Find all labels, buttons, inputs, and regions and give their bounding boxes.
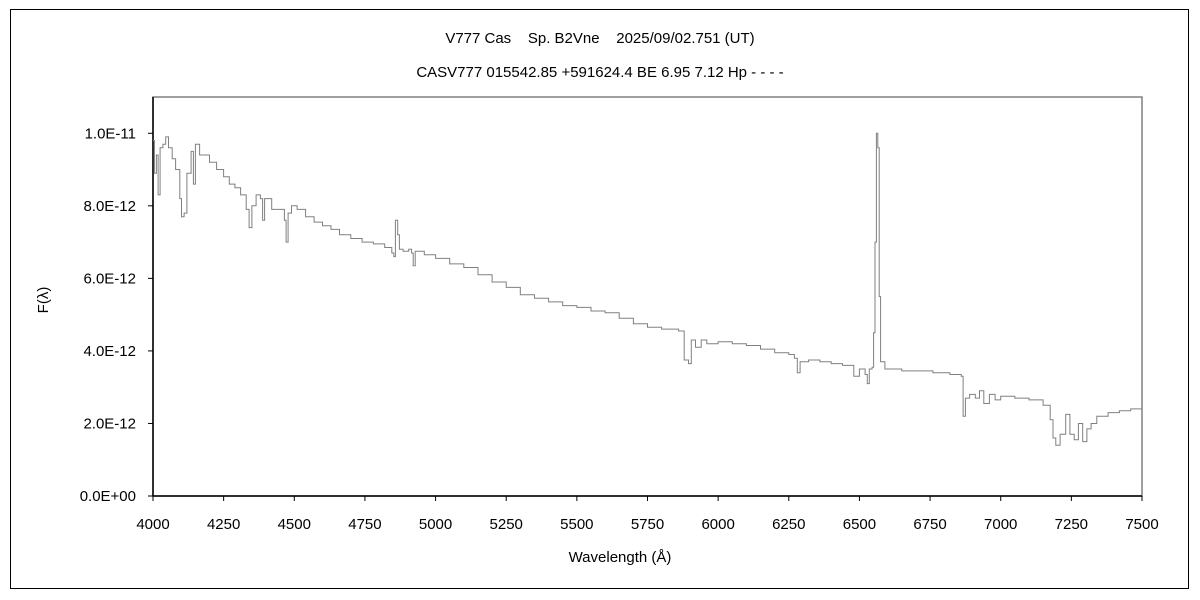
x-tick-label: 4500 <box>278 516 311 533</box>
x-tick-label: 5250 <box>490 516 523 533</box>
spectrum-line <box>153 132 1143 446</box>
x-tick-label: 4000 <box>136 516 169 533</box>
x-tick-label: 5500 <box>560 516 593 533</box>
y-tick-label: 6.0E-12 <box>83 270 136 287</box>
x-tick-label: 7250 <box>1055 516 1088 533</box>
x-tick-label: 5000 <box>419 516 452 533</box>
x-tick-label: 7000 <box>984 516 1017 533</box>
y-tick-label: 1.0E-11 <box>85 125 136 142</box>
y-tick-label: 0.0E+00 <box>80 488 136 505</box>
chart-subtitle: CASV777 015542.85 +591624.4 BE 6.95 7.12… <box>416 64 784 81</box>
y-tick-label: 2.0E-12 <box>83 415 136 432</box>
x-tick-label: 5750 <box>631 516 664 533</box>
chart-frame <box>10 9 1189 589</box>
x-tick-label: 4250 <box>207 516 240 533</box>
x-tick-label: 6750 <box>913 516 946 533</box>
x-tick-label: 6500 <box>843 516 876 533</box>
x-tick-label: 6000 <box>701 516 734 533</box>
plot-area <box>152 96 1143 497</box>
y-tick-label: 4.0E-12 <box>83 343 136 360</box>
x-tick-label: 6250 <box>772 516 805 533</box>
chart-title: V777 Cas Sp. B2Vne 2025/09/02.751 (UT) <box>445 30 755 47</box>
y-tick-label: 8.0E-12 <box>83 198 136 215</box>
x-tick-label: 4750 <box>348 516 381 533</box>
x-axis-label: Wavelength (Å) <box>569 549 672 566</box>
y-axis-label: F(λ) <box>35 287 52 314</box>
x-tick-label: 7500 <box>1125 516 1158 533</box>
